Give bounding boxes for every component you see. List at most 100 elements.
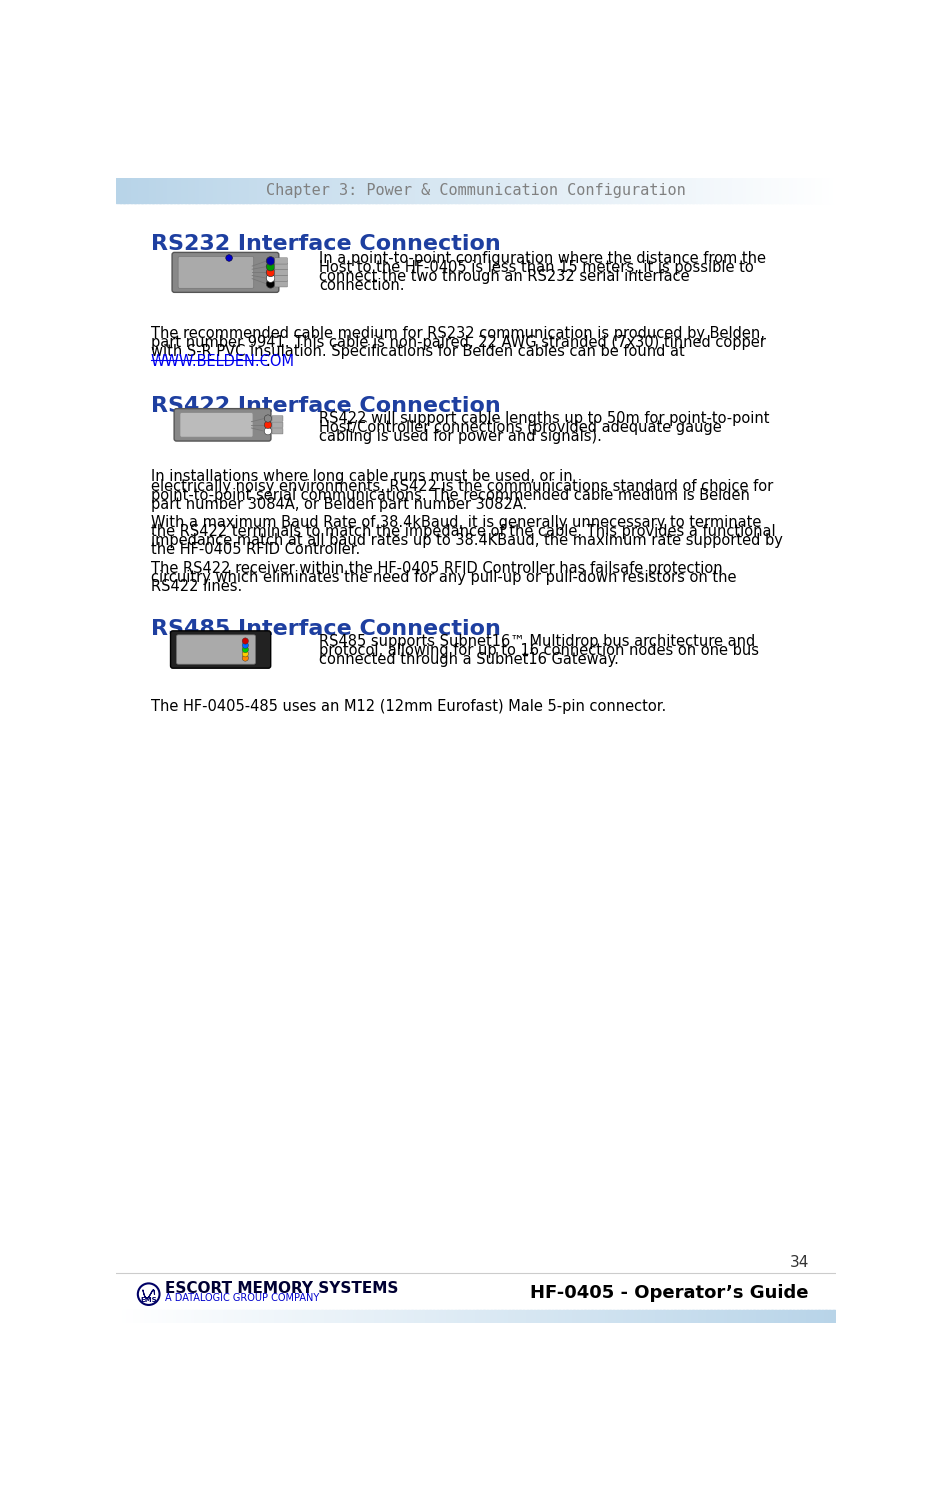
Bar [148, 1310, 153, 1323]
Bar [379, 1310, 383, 1323]
Text: The RS422 receiver within the HF-0405 RFID Controller has failsafe protection: The RS422 receiver within the HF-0405 RF… [151, 561, 722, 575]
Text: WWW.BELDEN.COM: WWW.BELDEN.COM [151, 354, 295, 369]
Bar [551, 1310, 556, 1323]
Bar [735, 178, 740, 204]
Bar [267, 178, 272, 204]
Bar [620, 1310, 625, 1323]
Bar [335, 1310, 341, 1323]
Bar [522, 178, 527, 204]
Circle shape [264, 421, 271, 428]
Bar [781, 1310, 786, 1323]
Bar [655, 178, 661, 204]
Bar [325, 178, 329, 204]
Text: part number 9941. This cable is non-paired, 22 AWG stranded (7x30) tinned copper: part number 9941. This cable is non-pair… [151, 336, 765, 351]
Bar [116, 1310, 122, 1323]
Bar [677, 178, 682, 204]
Bar [252, 1310, 258, 1323]
Bar [436, 1310, 441, 1323]
Bar [814, 178, 818, 204]
Bar [289, 178, 294, 204]
Bar [821, 178, 826, 204]
Bar [479, 178, 484, 204]
Bar [170, 178, 175, 204]
Bar [317, 178, 323, 204]
Bar [332, 178, 337, 204]
Text: with S-R PVC insulation. Specifications for Belden cables can be found at: with S-R PVC insulation. Specifications … [151, 345, 684, 360]
Bar [367, 178, 373, 204]
Bar [580, 1310, 585, 1323]
Bar [181, 1310, 186, 1323]
Bar [170, 1310, 175, 1323]
Bar [584, 1310, 588, 1323]
Bar [774, 1310, 780, 1323]
Bar [479, 1310, 484, 1323]
Bar [594, 178, 599, 204]
Bar [354, 1310, 358, 1323]
Bar [411, 178, 416, 204]
Bar [789, 1310, 793, 1323]
Bar [458, 178, 463, 204]
Bar [475, 1310, 481, 1323]
Bar [289, 1310, 294, 1323]
Bar [357, 1310, 362, 1323]
Bar [501, 1310, 506, 1323]
Bar [810, 178, 815, 204]
FancyBboxPatch shape [272, 416, 283, 421]
Bar [277, 178, 283, 204]
FancyBboxPatch shape [275, 263, 287, 269]
Bar [716, 1310, 722, 1323]
Bar [688, 1310, 693, 1323]
Bar [709, 178, 715, 204]
Bar [360, 178, 366, 204]
Bar [134, 178, 139, 204]
Bar [325, 1310, 329, 1323]
Bar [533, 178, 538, 204]
Bar [382, 178, 387, 204]
Bar [249, 1310, 254, 1323]
Bar [731, 1310, 736, 1323]
Bar [716, 178, 722, 204]
Bar [314, 1310, 319, 1323]
Bar [454, 178, 459, 204]
Bar [469, 1310, 473, 1323]
Bar [199, 178, 204, 204]
Bar [519, 178, 524, 204]
Bar [824, 1310, 830, 1323]
Bar [709, 1310, 715, 1323]
Bar [407, 1310, 412, 1323]
FancyBboxPatch shape [275, 281, 287, 287]
Bar [267, 1310, 272, 1323]
Bar [177, 1310, 182, 1323]
Bar [756, 178, 761, 204]
Bar [300, 178, 304, 204]
Bar [670, 178, 675, 204]
Bar [206, 1310, 211, 1323]
FancyBboxPatch shape [176, 635, 255, 665]
Bar [770, 178, 776, 204]
Bar [271, 178, 276, 204]
Bar [238, 1310, 243, 1323]
Bar [555, 1310, 560, 1323]
Bar [195, 1310, 200, 1323]
Bar [281, 178, 287, 204]
Bar [329, 1310, 333, 1323]
Bar [770, 1310, 776, 1323]
Text: In a point-to-point configuration where the distance from the: In a point-to-point configuration where … [319, 251, 766, 266]
Bar [494, 1310, 498, 1323]
Bar [300, 1310, 304, 1323]
Bar [174, 1310, 179, 1323]
Bar [339, 1310, 344, 1323]
Bar [396, 178, 402, 204]
Bar [166, 1310, 172, 1323]
Bar [390, 1310, 394, 1323]
Bar [745, 1310, 751, 1323]
Bar [623, 178, 628, 204]
Bar [213, 178, 218, 204]
Bar [245, 178, 251, 204]
Bar [116, 178, 122, 204]
Bar [565, 178, 571, 204]
Bar [400, 178, 406, 204]
Bar [364, 1310, 369, 1323]
Bar [691, 178, 697, 204]
Bar [818, 1310, 822, 1323]
